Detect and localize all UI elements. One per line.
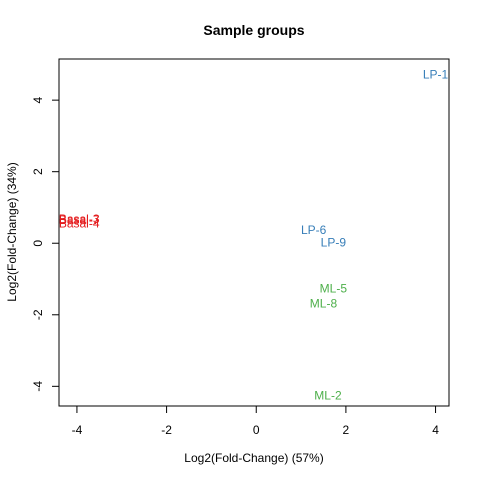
x-tick-label: 2 xyxy=(343,423,350,437)
x-tick-label: 0 xyxy=(253,423,260,437)
plot-frame xyxy=(58,58,450,407)
y-tick-label: 4 xyxy=(31,96,45,103)
y-tick-label: -4 xyxy=(31,381,45,392)
y-tick-label: 2 xyxy=(31,168,45,175)
point-label-lp-6: LP-6 xyxy=(301,223,327,237)
point-label-basal-7: Basal-7 xyxy=(59,213,100,227)
point-label-ml-2: ML-2 xyxy=(314,388,342,402)
x-tick-label: -4 xyxy=(72,423,83,437)
point-label-basal-4: Basal-4 xyxy=(59,217,100,231)
y-axis-label: Log2(Fold-Change) (34%) xyxy=(5,162,19,301)
x-tick-label: -2 xyxy=(161,423,172,437)
y-tick-label: 0 xyxy=(31,240,45,247)
point-label-lp-1: LP-1 xyxy=(423,67,449,81)
x-axis: -4 -2 0 2 4 xyxy=(72,405,439,437)
chart-title: Sample groups xyxy=(203,22,304,38)
x-tick-label: 4 xyxy=(432,423,439,437)
y-tick-label: -2 xyxy=(31,309,45,320)
y-axis: -4 -2 0 2 4 xyxy=(31,96,60,392)
point-label-ml-8: ML-8 xyxy=(310,296,338,310)
point-label-lp-9: LP-9 xyxy=(321,236,347,250)
x-axis-label: Log2(Fold-Change) (57%) xyxy=(184,451,323,465)
point-label-ml-5: ML-5 xyxy=(320,282,348,296)
point-label-basal-3: Basal-3 xyxy=(59,212,100,226)
